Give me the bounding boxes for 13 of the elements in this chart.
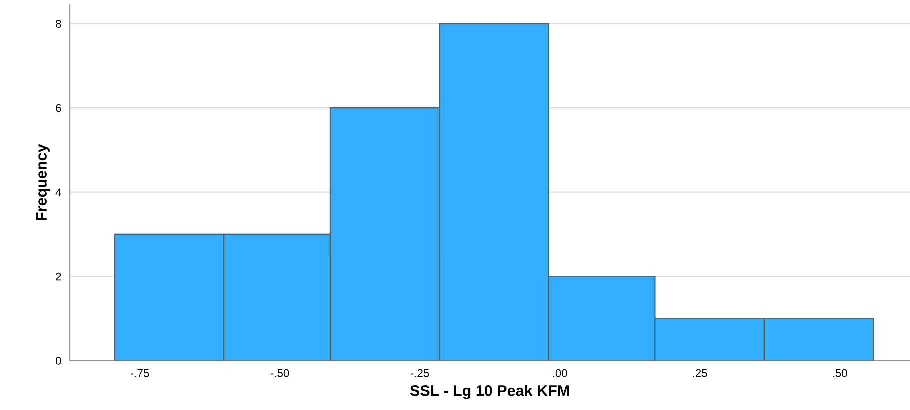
x-axis-title: SSL - Lg 10 Peak KFM <box>410 385 570 400</box>
y-tick-label: 0 <box>56 357 62 365</box>
y-axis-title: Frequency <box>36 144 50 220</box>
x-tick-label: .00 <box>553 369 568 378</box>
x-tick-label: -.75 <box>130 370 150 378</box>
x-tick-label: -.50 <box>270 369 290 378</box>
y-tick-label: 6 <box>56 104 62 112</box>
x-tick-label: .25 <box>693 369 708 378</box>
y-tick-label: 4 <box>56 188 62 196</box>
y-tick-label: 2 <box>56 272 62 281</box>
x-tick-label: .50 <box>833 369 848 378</box>
y-tick-label: 8 <box>56 20 62 28</box>
x-tick-label: -.25 <box>410 369 430 378</box>
